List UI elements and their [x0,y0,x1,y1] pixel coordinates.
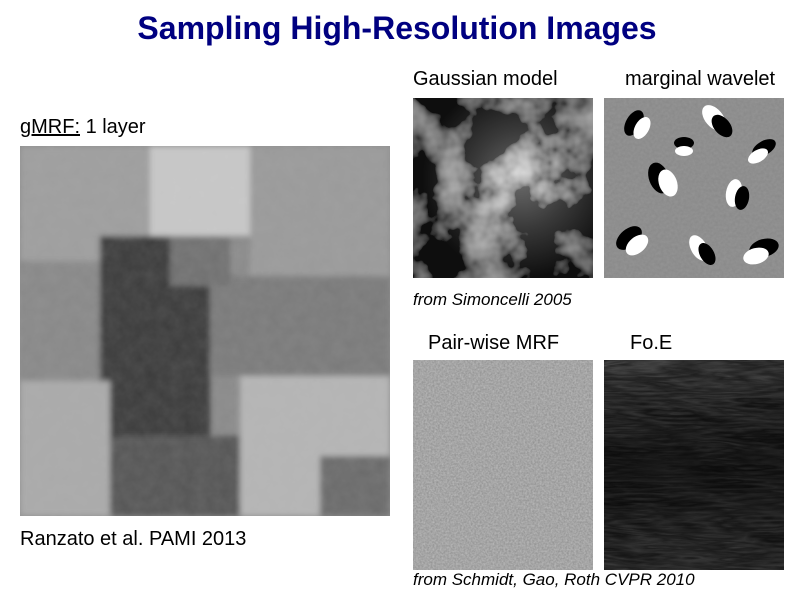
label-foe: Fo.E [630,332,672,355]
label-gaussian: Gaussian model [413,68,558,91]
image-gaussian [413,98,593,278]
image-foe [604,360,784,570]
label-gmrf-underlined: gMRF: [20,116,80,138]
caption-ranzato: Ranzato et al. PAMI 2013 [20,528,246,551]
label-marginal-wavelet: marginal wavelet [625,68,775,91]
slide-title: Sampling High-Resolution Images [0,10,794,47]
caption-simoncelli: from Simoncelli 2005 [413,290,572,310]
image-pairwise-mrf [413,360,593,570]
label-gmrf-rest: 1 layer [86,116,146,138]
caption-schmidt: from Schmidt, Gao, Roth CVPR 2010 [413,570,695,590]
label-gmrf: gMRF: 1 layer [20,116,146,139]
image-gmrf [20,146,390,516]
label-pairwise-mrf: Pair-wise MRF [428,332,559,355]
image-wavelet [604,98,784,278]
